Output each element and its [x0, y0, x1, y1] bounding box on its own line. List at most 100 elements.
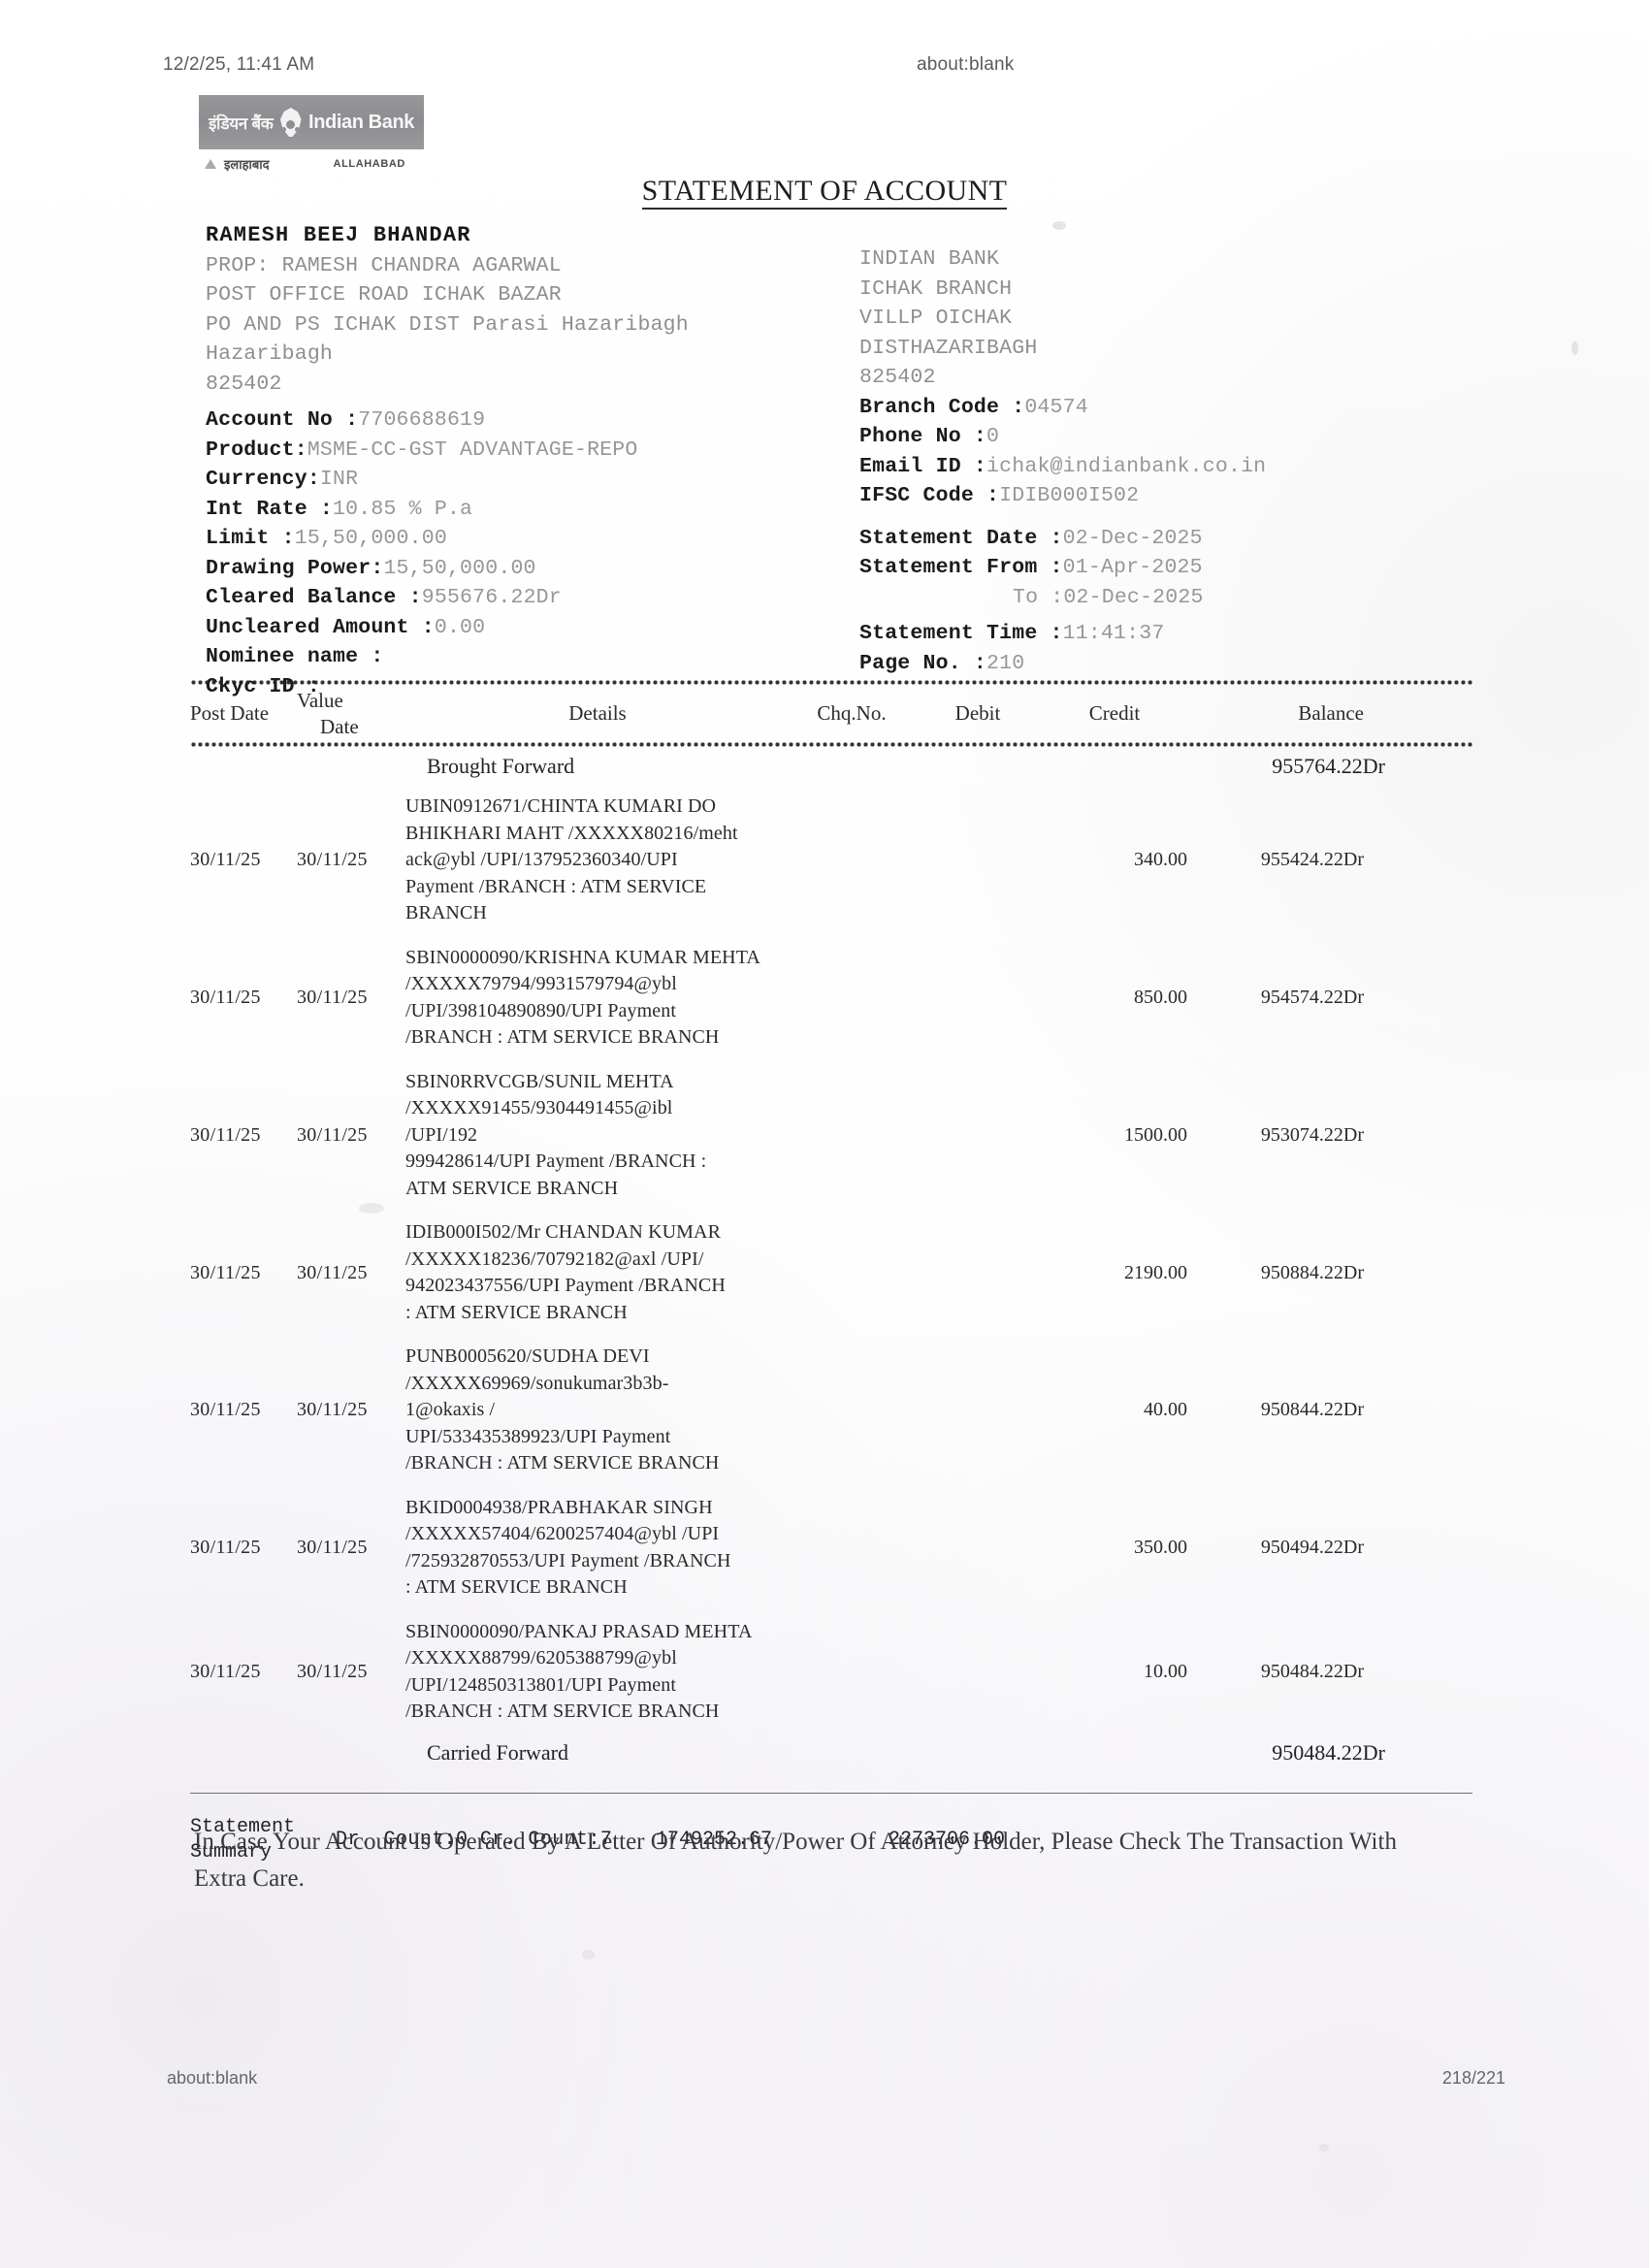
- column-header-value-date-line2: Date: [320, 714, 359, 738]
- row-post-date: 30/11/25: [190, 1537, 261, 1558]
- customer-details: RAMESH BEEJ BHANDAR PROP: RAMESH CHANDRA…: [206, 221, 826, 701]
- uncleared-amount-value: 0.00: [434, 615, 486, 639]
- column-header-details: Details: [568, 701, 627, 725]
- row-details: UBIN0912671/CHINTA KUMARI DO BHIKHARI MA…: [405, 795, 738, 923]
- product-value: MSME-CC-GST ADVANTAGE-REPO: [307, 437, 638, 462]
- legacy-name-hindi: इलाहाबाद: [224, 157, 270, 172]
- transactions-table: Post Date Value Date Details Chq.No. Deb…: [190, 679, 1472, 1865]
- row-details: BKID0004938/PRABHAKAR SINGH /XXXXX57404/…: [405, 1496, 731, 1599]
- row-balance: 950494.22Dr: [1260, 1537, 1364, 1558]
- row-credit: 850.00: [1134, 987, 1187, 1008]
- nominee-row: Nominee name :: [206, 642, 826, 672]
- branch-code-label: Branch Code :: [859, 395, 1025, 419]
- bank-logo: इंडियन बैंक Indian Bank इलाहाबाद ALLAHAB…: [199, 95, 424, 173]
- row-details: PUNB0005620/SUDHA DEVI /XXXXX69969/sonuk…: [405, 1345, 720, 1474]
- table-row: 30/11/25 30/11/25 SBIN0000090/KRISHNA KU…: [190, 936, 1472, 1060]
- row-post-date: 30/11/25: [190, 987, 261, 1008]
- row-credit: 1500.00: [1124, 1123, 1187, 1146]
- customer-address-line-1: PROP: RAMESH CHANDRA AGARWAL: [206, 253, 562, 277]
- uncleared-amount-label: Uncleared Amount :: [206, 615, 435, 639]
- column-header-post-date: Post Date: [190, 701, 270, 725]
- ifsc-label: IFSC Code :: [859, 484, 1000, 507]
- bank-logo-subline: इलाहाबाद ALLAHABAD: [199, 155, 424, 173]
- currency-value: INR: [319, 468, 359, 491]
- uncleared-amount-row: Uncleared Amount :0.00: [206, 613, 826, 643]
- summary-counts: Dr. Count:0 Cr. Count:7: [336, 1829, 613, 1851]
- summary-debit-total: 1749252.67: [656, 1829, 773, 1851]
- statement-from-value: 01-Apr-2025: [1062, 556, 1203, 579]
- row-post-date: 30/11/25: [190, 1399, 261, 1421]
- branch-address-line-1: INDIAN BANK: [859, 247, 1000, 271]
- legal-notice: In Case Your Account Is Operated By A Le…: [194, 1829, 1397, 1892]
- table-row: 30/11/25 30/11/25 UBIN0912671/CHINTA KUM…: [190, 785, 1472, 936]
- statement-to-value: 02-Dec-2025: [1063, 585, 1204, 609]
- int-rate-row: Int Rate :10.85 % P.a: [206, 495, 826, 525]
- statement-time-value: 11:41:37: [1062, 622, 1165, 645]
- column-header-value-date: Value Date: [297, 688, 405, 740]
- carried-forward-label: Carried Forward: [427, 1739, 569, 1765]
- column-header-value-date-line1: Value: [297, 688, 343, 712]
- legacy-name-english: ALLAHABAD: [333, 158, 405, 170]
- statement-time-label: Statement Time :: [859, 622, 1063, 645]
- row-value-date: 30/11/25: [297, 849, 368, 871]
- branch-address-line-5: 825402: [859, 366, 936, 389]
- statement-from-label: Statement From :: [859, 556, 1063, 579]
- email-value: ichak@indianbank.co.in: [986, 454, 1267, 478]
- table-row: 30/11/25 30/11/25 SBIN0RRVCGB/SUNIL MEHT…: [190, 1060, 1472, 1212]
- page-no-value: 210: [986, 651, 1025, 675]
- column-header-balance: Balance: [1298, 701, 1364, 725]
- row-credit: 350.00: [1134, 1537, 1187, 1558]
- drawing-power-row: Drawing Power:15,50,000.00: [206, 554, 826, 584]
- customer-address-line-5: 825402: [206, 372, 282, 396]
- row-value-date: 30/11/25: [297, 1261, 368, 1283]
- row-details: SBIN0000090/KRISHNA KUMAR MEHTA /XXXXX79…: [405, 946, 760, 1049]
- statement-date-label: Statement Date :: [859, 526, 1063, 550]
- print-page-count: 218/221: [1441, 2068, 1505, 2088]
- branch-code-value: 04574: [1024, 395, 1088, 419]
- account-no-label: Account No :: [206, 408, 359, 432]
- table-row: 30/11/25 30/11/25 PUNB0005620/SUDHA DEVI…: [190, 1335, 1472, 1486]
- row-balance: 954574.22Dr: [1260, 987, 1364, 1008]
- table-header-row: Post Date Value Date Details Chq.No. Deb…: [190, 686, 1472, 741]
- currency-label: Currency:: [206, 468, 320, 491]
- scan-speck: [1052, 221, 1066, 230]
- row-credit: 10.00: [1144, 1661, 1187, 1682]
- cleared-balance-row: Cleared Balance :955676.22Dr: [206, 583, 826, 613]
- row-balance: 955424.22Dr: [1260, 849, 1364, 871]
- summary-divider: [190, 1792, 1472, 1794]
- statement-date-value: 02-Dec-2025: [1062, 526, 1203, 550]
- phone-label: Phone No :: [859, 425, 987, 448]
- row-balance: 953074.22Dr: [1260, 1123, 1364, 1146]
- bank-name-hindi: इंडियन बैंक: [209, 113, 274, 133]
- row-post-date: 30/11/25: [190, 1123, 261, 1146]
- print-url-bottom: about:blank: [167, 2068, 258, 2088]
- column-header-chq-no: Chq.No.: [817, 701, 887, 725]
- statement-date-row: Statement Date :02-Dec-2025: [859, 524, 1461, 554]
- row-credit: 40.00: [1144, 1399, 1187, 1421]
- customer-address-line-4: Hazaribagh: [206, 342, 334, 366]
- customer-address-line-3: PO AND PS ICHAK DIST Parasi Hazaribagh: [206, 312, 689, 337]
- column-header-credit: Credit: [1088, 701, 1141, 725]
- account-no-row: Account No :7706688619: [206, 405, 826, 436]
- email-row: Email ID :ichak@indianbank.co.in: [859, 452, 1461, 482]
- row-details: IDIB000I502/Mr CHANDAN KUMAR /XXXXX18236…: [405, 1221, 726, 1323]
- row-post-date: 30/11/25: [190, 849, 261, 871]
- phone-row: Phone No :0: [859, 422, 1461, 452]
- int-rate-value: 10.85 % P.a: [333, 497, 473, 521]
- row-post-date: 30/11/25: [190, 1261, 261, 1283]
- scan-speck: [1571, 341, 1578, 355]
- row-credit: 2190.00: [1124, 1261, 1187, 1283]
- row-value-date: 30/11/25: [297, 1123, 368, 1146]
- page-title-text: STATEMENT OF ACCOUNT: [641, 175, 1008, 210]
- print-url-top: about:blank: [917, 54, 1015, 75]
- branch-address-line-3: VILLP OICHAK: [859, 307, 1013, 330]
- product-label: Product:: [206, 437, 307, 462]
- bank-logo-box: इंडियन बैंक Indian Bank: [199, 95, 424, 149]
- carried-forward-balance: 950484.22Dr: [1272, 1739, 1385, 1765]
- page-no-row: Page No. :210: [859, 649, 1461, 679]
- product-row: Product:MSME-CC-GST ADVANTAGE-REPO: [206, 436, 826, 466]
- ifsc-row: IFSC Code :IDIB000I502: [859, 481, 1461, 511]
- scan-speck: [1319, 2144, 1329, 2152]
- cleared-balance-label: Cleared Balance :: [206, 586, 422, 609]
